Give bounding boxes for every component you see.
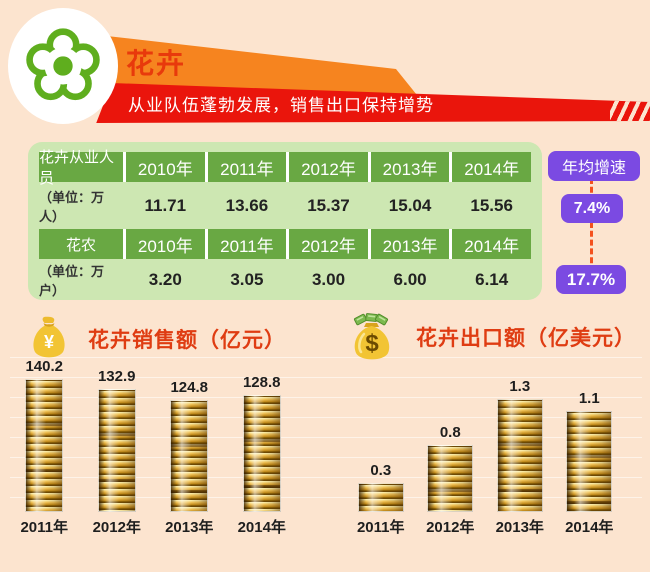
value-cell: 13.66 xyxy=(225,195,269,215)
growth-connector-line xyxy=(590,178,593,272)
unit-label: （单位：万户） xyxy=(39,263,105,298)
coin-bar xyxy=(97,389,136,512)
flower-icon xyxy=(26,28,100,101)
year-header: 2014年 xyxy=(452,152,531,182)
money-bag-yuan-icon: ¥ xyxy=(33,316,65,358)
bar-year-label: 2011年 xyxy=(20,519,69,536)
bar-year-label: 2014年 xyxy=(565,519,614,536)
value-cell: 3.00 xyxy=(311,269,346,289)
value-cell: 15.56 xyxy=(470,195,513,215)
table-header-row-employees: 花卉从业人员 2010年 2011年 2012年 2013年 2014年 xyxy=(39,149,531,187)
unit-label: （单位：万人） xyxy=(39,189,105,224)
bar-value-label: 128.8 xyxy=(242,374,281,391)
year-header: 2011年 xyxy=(207,152,287,182)
svg-text:¥: ¥ xyxy=(44,332,54,352)
coin-bar xyxy=(170,400,209,512)
value-cell: 15.04 xyxy=(388,195,432,215)
value-cell: 6.14 xyxy=(475,269,509,289)
value-cell: 6.00 xyxy=(393,269,427,289)
bar-year-label: 2012年 xyxy=(426,519,475,536)
year-header: 2014年 xyxy=(452,229,531,259)
bar-value-label: 0.3 xyxy=(370,462,392,479)
table-header-row-farmers: 花农 2010年 2011年 2012年 2013年 2014年 xyxy=(39,229,531,259)
export-chart-title: 花卉出口额（亿美元） xyxy=(416,327,636,350)
year-header: 2012年 xyxy=(289,152,368,182)
coin-bar xyxy=(357,483,404,512)
coin-bar xyxy=(427,445,474,512)
growth-title-badge: 年均增速 xyxy=(548,151,640,181)
export-chart-plot: 0.3 2011年 0.8 2012年 1.3 2013年 1.1 2014年 xyxy=(346,356,624,536)
bar-year-label: 2014年 xyxy=(237,519,286,536)
coin-bar xyxy=(496,399,543,512)
sales-chart-plot: 140.2 2011年 132.9 2012年 124.8 2013年 128.8 2014年 xyxy=(8,356,298,536)
table-values-row-farmers: （单位：万户） 3.20 3.05 3.00 6.00 6.14 xyxy=(39,259,531,300)
row-label: 花卉从业人员 xyxy=(39,149,123,187)
sales-chart-title: 花卉销售额（亿元） xyxy=(88,329,286,352)
year-header: 2012年 xyxy=(289,229,368,259)
farmers-growth-badge: 17.7% xyxy=(556,265,626,294)
bar-value-label: 0.8 xyxy=(439,424,461,441)
bar-value-label: 132.9 xyxy=(97,368,136,385)
sales-chart-header: ¥ 花卉销售额（亿元） xyxy=(28,316,286,362)
table-values-row-employees: （单位：万人） 11.71 13.66 15.37 15.04 15.56 xyxy=(39,182,531,229)
value-cell: 15.37 xyxy=(307,195,350,215)
bar-year-label: 2013年 xyxy=(165,519,214,536)
bar-value-label: 124.8 xyxy=(170,379,209,396)
year-header: 2010年 xyxy=(126,229,205,259)
coin-bar xyxy=(25,379,64,512)
coin-bar xyxy=(566,411,613,512)
flower-logo xyxy=(8,8,118,124)
year-header: 2010年 xyxy=(126,152,205,182)
stats-table: 花卉从业人员 2010年 2011年 2012年 2013年 2014年 （单位… xyxy=(28,142,542,300)
svg-text:$: $ xyxy=(365,330,379,357)
page-subtitle: 从业队伍蓬勃发展，销售出口保持增势 xyxy=(128,96,434,115)
money-bag-dollar-icon: $ xyxy=(353,313,390,360)
employees-growth-badge: 7.4% xyxy=(561,194,623,223)
value-cell: 11.71 xyxy=(144,195,187,215)
bar-value-label: 1.3 xyxy=(509,378,531,395)
year-header: 2013年 xyxy=(370,152,450,182)
page-title: 花卉 xyxy=(126,48,187,79)
bar-value-label: 1.1 xyxy=(578,390,600,407)
bar-value-label: 140.2 xyxy=(25,358,64,375)
ribbon-slashes-decoration xyxy=(610,97,650,124)
bar-year-label: 2012年 xyxy=(92,519,141,536)
export-chart-header: $ 花卉出口额（亿美元） xyxy=(346,312,636,362)
coin-bar xyxy=(242,395,281,512)
year-header: 2011年 xyxy=(207,229,287,259)
year-header: 2013年 xyxy=(370,229,450,259)
value-cell: 3.05 xyxy=(230,269,264,289)
row-label: 花农 xyxy=(39,229,123,259)
bar-year-label: 2011年 xyxy=(356,519,405,536)
value-cell: 3.20 xyxy=(148,269,182,289)
bar-year-label: 2013年 xyxy=(495,519,544,536)
